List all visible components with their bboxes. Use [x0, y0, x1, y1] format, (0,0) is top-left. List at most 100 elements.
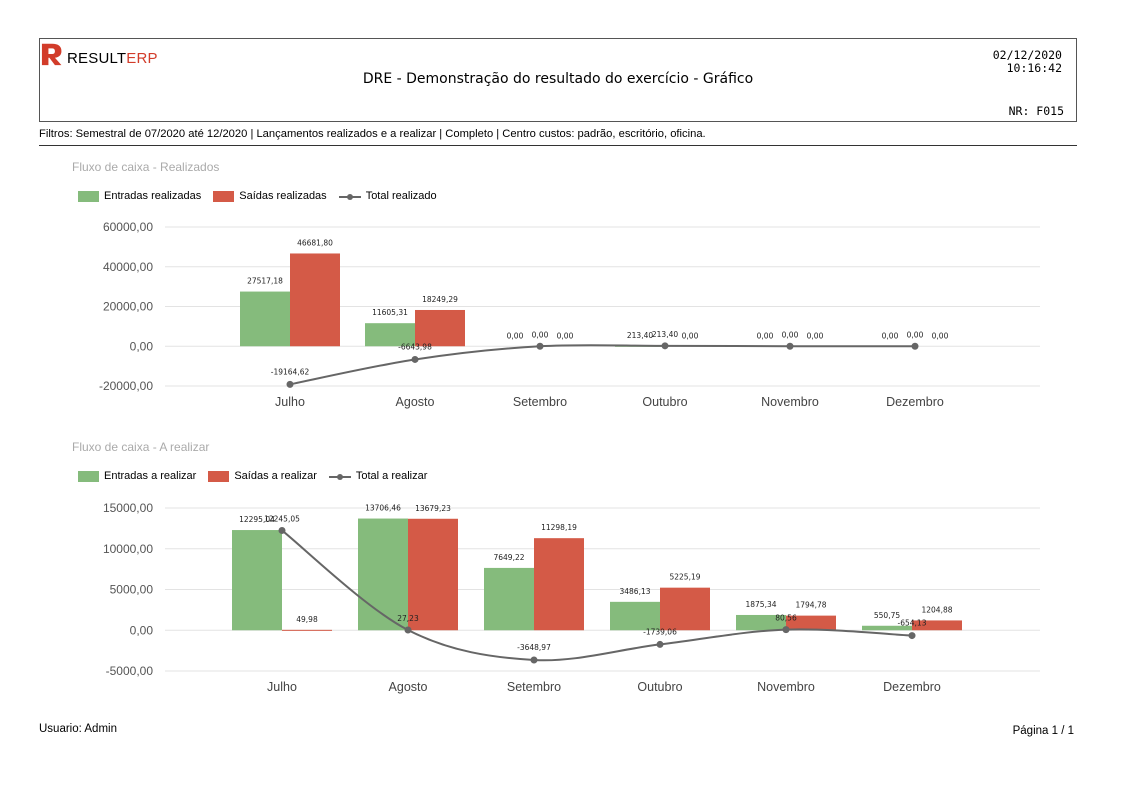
legend-a-realizar: Entradas a realizar Saídas a realizar To…	[78, 470, 439, 482]
y-tick-label: 15000,00	[103, 501, 153, 515]
x-tick-label: Julho	[267, 680, 297, 694]
chart-title-realizados: Fluxo de caixa - Realizados	[72, 160, 220, 174]
line-data-label: -3648,97	[517, 643, 551, 652]
bar	[290, 253, 340, 347]
data-label: 213,40	[627, 331, 653, 340]
line-point	[782, 626, 790, 634]
data-label: 0,00	[757, 331, 774, 340]
bar	[240, 291, 290, 347]
line-point	[656, 640, 664, 648]
series-line	[289, 344, 916, 386]
line-data-label: -654,13	[898, 619, 927, 628]
data-label: 0,00	[507, 331, 524, 340]
data-label: 46681,80	[297, 238, 333, 247]
legend-item: Entradas a realizar	[78, 470, 196, 482]
legend-swatch	[78, 470, 99, 482]
line-point	[404, 626, 412, 634]
legend-label: Saídas a realizar	[234, 470, 317, 482]
y-tick-label: 10000,00	[103, 542, 153, 556]
resulterp-logo-icon	[41, 43, 62, 66]
bar	[408, 518, 458, 631]
line-point	[536, 342, 544, 350]
y-tick-label: 0,00	[130, 623, 154, 637]
line-point	[908, 632, 916, 640]
data-label: 12295,04	[239, 515, 275, 524]
bar	[484, 567, 534, 631]
line-data-label: -1739,06	[643, 627, 677, 636]
line-data-label: 12245,05	[264, 514, 300, 523]
y-tick-label: -20000,00	[99, 379, 153, 393]
logo-wordmark: RESULTERP	[67, 50, 158, 67]
legend-realizados: Entradas realizadas Saídas realizadas To…	[78, 190, 449, 202]
bar	[736, 614, 786, 631]
data-label: 5225,19	[669, 573, 700, 582]
bar	[415, 309, 465, 347]
legend-label: Saídas realizadas	[239, 190, 327, 202]
line-data-label: 0,00	[532, 330, 549, 339]
legend-item: Saídas realizadas	[213, 190, 327, 202]
data-label: 27517,18	[247, 277, 283, 286]
y-tick-label: 0,00	[130, 339, 154, 353]
bar	[534, 538, 584, 631]
data-label: 0,00	[882, 331, 899, 340]
report-datetime: 02/12/2020 10:16:42	[993, 49, 1062, 75]
legend-item: Saídas a realizar	[208, 470, 317, 482]
bar	[232, 530, 282, 631]
line-point	[661, 342, 669, 350]
x-tick-label: Novembro	[761, 395, 819, 409]
x-tick-label: Dezembro	[886, 395, 944, 409]
data-label: 3486,13	[619, 587, 650, 596]
x-tick-label: Julho	[275, 395, 305, 409]
y-tick-label: 5000,00	[110, 583, 154, 597]
data-label: 0,00	[682, 331, 699, 340]
data-label: 0,00	[932, 331, 949, 340]
x-tick-label: Outubro	[637, 680, 682, 694]
line-point	[530, 656, 538, 664]
legend-swatch	[78, 190, 99, 202]
bar	[610, 601, 660, 631]
line-data-label: 0,00	[907, 330, 924, 339]
footer-page-number: Página 1 / 1	[1012, 725, 1074, 737]
data-label: 1875,34	[745, 600, 776, 609]
chart-title-a-realizar: Fluxo de caixa - A realizar	[72, 440, 210, 454]
data-label: 0,00	[557, 331, 574, 340]
data-label: 18249,29	[422, 295, 458, 304]
line-point	[286, 380, 294, 388]
data-label: 1794,78	[795, 601, 826, 610]
legend-item: Entradas realizadas	[78, 190, 201, 202]
report-time: 10:16:42	[1006, 61, 1062, 75]
data-label: 11298,19	[541, 523, 577, 532]
footer-user: Usuario: Admin	[39, 723, 117, 735]
legend-swatch	[213, 190, 235, 202]
legend-line-swatch	[338, 191, 361, 202]
filters-text: Filtros: Semestral de 07/2020 até 12/202…	[39, 128, 706, 140]
legend-swatch	[208, 470, 230, 482]
bar	[282, 629, 332, 631]
line-point	[411, 355, 419, 363]
bar	[862, 625, 912, 631]
x-tick-label: Dezembro	[883, 680, 941, 694]
bar	[358, 518, 408, 631]
legend-label: Entradas realizadas	[104, 190, 202, 202]
line-data-label: -6643,98	[398, 342, 432, 351]
legend-item: Total realizado	[338, 190, 437, 202]
data-label: 1204,88	[921, 605, 952, 614]
line-data-label: 27,23	[397, 614, 419, 623]
bar	[660, 587, 710, 631]
series-line	[281, 529, 913, 662]
line-data-label: 80,56	[775, 614, 797, 623]
bar	[912, 620, 962, 631]
x-tick-label: Agosto	[389, 680, 428, 694]
legend-label: Entradas a realizar	[104, 470, 197, 482]
bar	[365, 323, 415, 347]
y-tick-label: 40000,00	[103, 260, 153, 274]
data-label: 13679,23	[415, 504, 451, 513]
data-label: 13706,46	[365, 504, 401, 513]
report-date: 02/12/2020	[992, 48, 1062, 62]
line-data-label: 0,00	[782, 330, 799, 339]
x-tick-label: Setembro	[513, 395, 567, 409]
data-label: 11605,31	[372, 308, 408, 317]
legend-line-swatch	[328, 471, 351, 482]
x-tick-label: Agosto	[396, 395, 435, 409]
line-data-label: 213,40	[652, 330, 678, 339]
